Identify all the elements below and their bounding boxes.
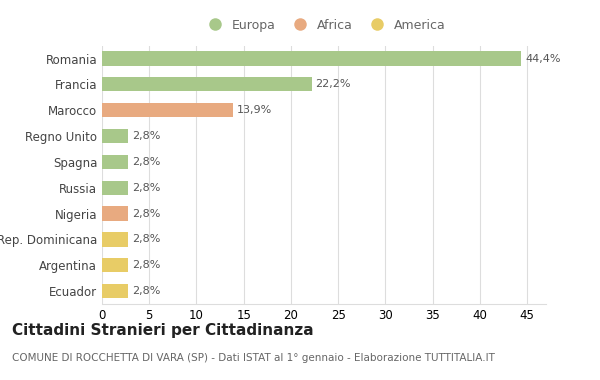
Bar <box>102 129 128 143</box>
Bar <box>102 284 128 298</box>
Text: 2,8%: 2,8% <box>132 209 161 218</box>
Text: 22,2%: 22,2% <box>316 79 351 89</box>
Bar <box>102 155 128 169</box>
Text: 2,8%: 2,8% <box>132 157 161 167</box>
Text: 2,8%: 2,8% <box>132 286 161 296</box>
Legend: Europa, Africa, America: Europa, Africa, America <box>200 16 448 34</box>
Text: COMUNE DI ROCCHETTA DI VARA (SP) - Dati ISTAT al 1° gennaio - Elaborazione TUTTI: COMUNE DI ROCCHETTA DI VARA (SP) - Dati … <box>12 353 495 363</box>
Text: 2,8%: 2,8% <box>132 260 161 270</box>
Text: 44,4%: 44,4% <box>525 54 561 63</box>
Bar <box>102 103 233 117</box>
Text: 2,8%: 2,8% <box>132 234 161 244</box>
Bar <box>102 206 128 221</box>
Bar <box>102 51 521 66</box>
Bar <box>102 180 128 195</box>
Text: 2,8%: 2,8% <box>132 131 161 141</box>
Bar <box>102 258 128 272</box>
Bar <box>102 77 312 92</box>
Text: 2,8%: 2,8% <box>132 183 161 193</box>
Text: Cittadini Stranieri per Cittadinanza: Cittadini Stranieri per Cittadinanza <box>12 323 314 338</box>
Bar <box>102 232 128 247</box>
Text: 13,9%: 13,9% <box>237 105 272 115</box>
